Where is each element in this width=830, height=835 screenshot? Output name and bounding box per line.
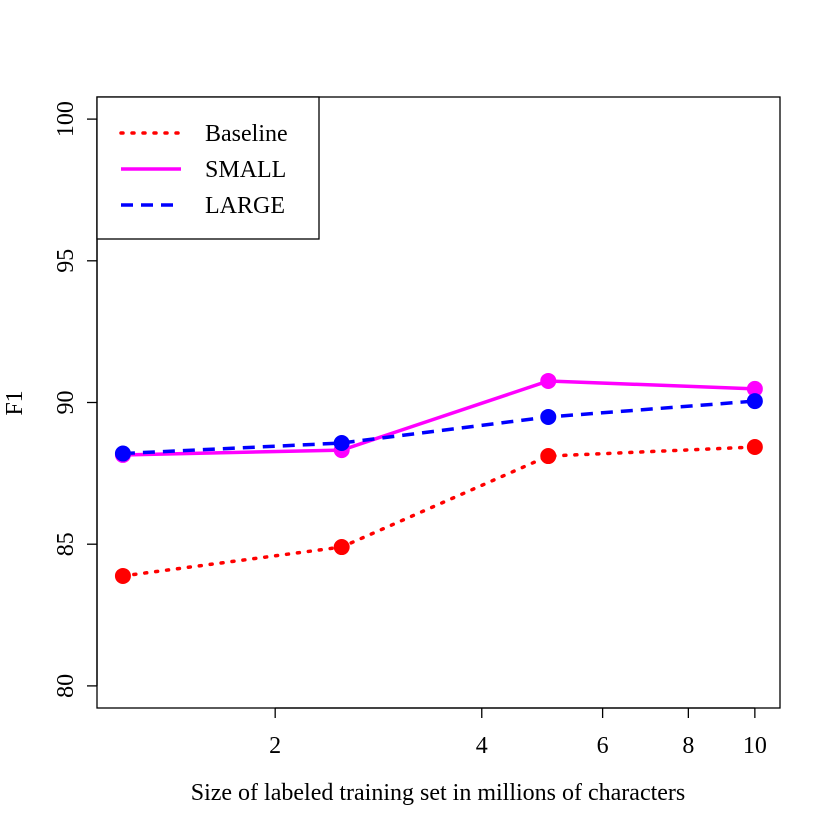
data-point [746,438,763,455]
data-point [540,448,557,465]
data-point [333,435,350,452]
legend-label: Baseline [205,121,288,147]
y-tick-label: 80 [53,674,79,698]
legend-label: SMALL [205,157,286,183]
x-tick-label: 8 [682,733,694,759]
x-tick-label: 2 [269,733,281,759]
y-tick-label: 85 [53,532,79,556]
y-tick-label: 90 [53,391,79,415]
x-axis-label: Size of labeled training set in millions… [191,780,686,806]
x-tick-label: 6 [597,733,609,759]
y-axis-label: F1 [2,390,28,415]
data-point [746,393,763,410]
y-tick-label: 95 [53,249,79,273]
x-tick-label: 10 [743,733,767,759]
series-line [122,379,755,457]
y-tick-label: 100 [53,101,79,137]
data-point [114,445,131,462]
legend-label: LARGE [205,193,285,219]
data-point [114,567,131,584]
data-point [333,539,350,556]
x-tick-label: 4 [476,733,488,759]
series-line [121,445,757,578]
data-point [746,380,763,397]
data-point [540,372,557,389]
series-line [122,399,755,456]
data-point [540,408,557,425]
